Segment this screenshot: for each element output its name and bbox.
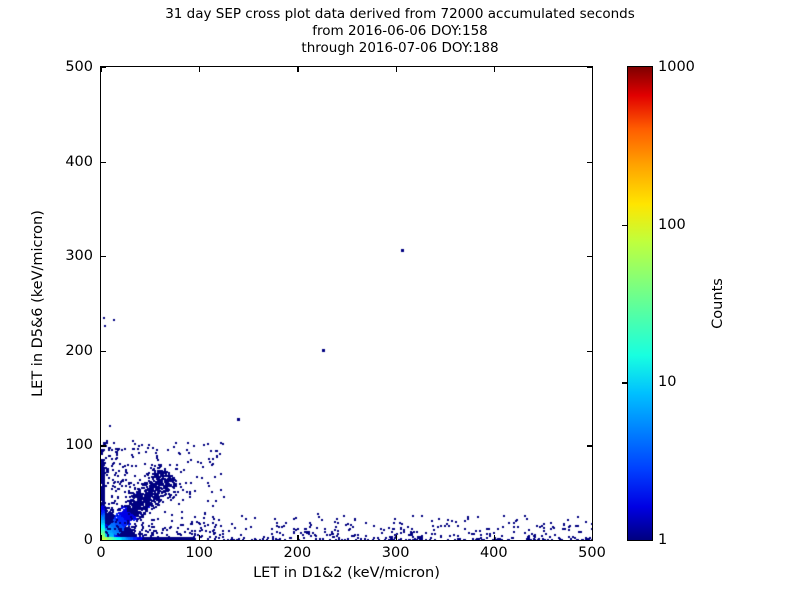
y-tick [101,350,106,352]
y-tick [101,67,106,69]
x-tick [592,535,593,540]
y-tick [101,256,106,258]
x-tick [101,67,103,72]
y-tick [587,161,592,163]
y-tick-label: 500 [65,59,93,75]
x-tick [199,67,201,72]
x-tick [199,535,201,540]
colorbar-tick-label: 10 [658,374,677,391]
y-tick-label: 100 [65,437,93,454]
x-tick-label: 400 [479,545,508,561]
x-tick [101,535,103,540]
x-tick-label: 100 [185,545,214,561]
y-tick-label: 300 [65,248,93,265]
colorbar-tick [622,382,627,384]
scatter-points-layer [101,67,592,540]
y-tick [101,161,106,163]
x-axis-label: LET in D1&2 (keV/micron) [253,565,440,581]
colorbar-label: Counts [710,278,726,329]
x-tick-label: 0 [96,545,106,561]
x-tick [493,67,495,72]
x-tick [493,535,495,540]
y-tick-label: 400 [65,153,93,170]
colorbar-tick [622,224,627,226]
plot-area [100,66,593,541]
title-line-3: through 2016-07-06 DOY:188 [301,40,499,56]
y-tick [587,445,592,447]
y-tick-label: 200 [65,342,93,359]
x-tick-label: 500 [578,545,606,561]
y-tick [101,540,106,541]
x-tick [592,67,593,72]
x-tick [297,535,299,540]
x-tick-label: 300 [381,545,410,561]
y-axis-label: LET in D5&6 (keV/micron) [30,210,46,397]
y-tick [587,256,592,258]
x-tick [395,67,397,72]
y-tick-label: 0 [83,532,93,548]
y-tick [587,350,592,352]
x-tick-label: 200 [283,545,312,561]
y-tick [587,67,592,69]
y-tick [101,445,106,447]
title-line-1: 31 day SEP cross plot data derived from … [165,6,635,22]
y-tick [587,540,592,541]
colorbar [622,66,653,541]
colorbar-tick-label: 100 [658,216,686,233]
title-line-2: from 2016-06-06 DOY:158 [312,23,488,39]
x-tick [297,67,299,72]
colorbar-tick-label: 1000 [658,59,695,75]
colorbar-gradient [627,66,653,541]
colorbar-tick-label: 1 [658,532,668,548]
chart-title: 31 day SEP cross plot data derived from … [0,6,800,57]
x-tick [395,535,397,540]
